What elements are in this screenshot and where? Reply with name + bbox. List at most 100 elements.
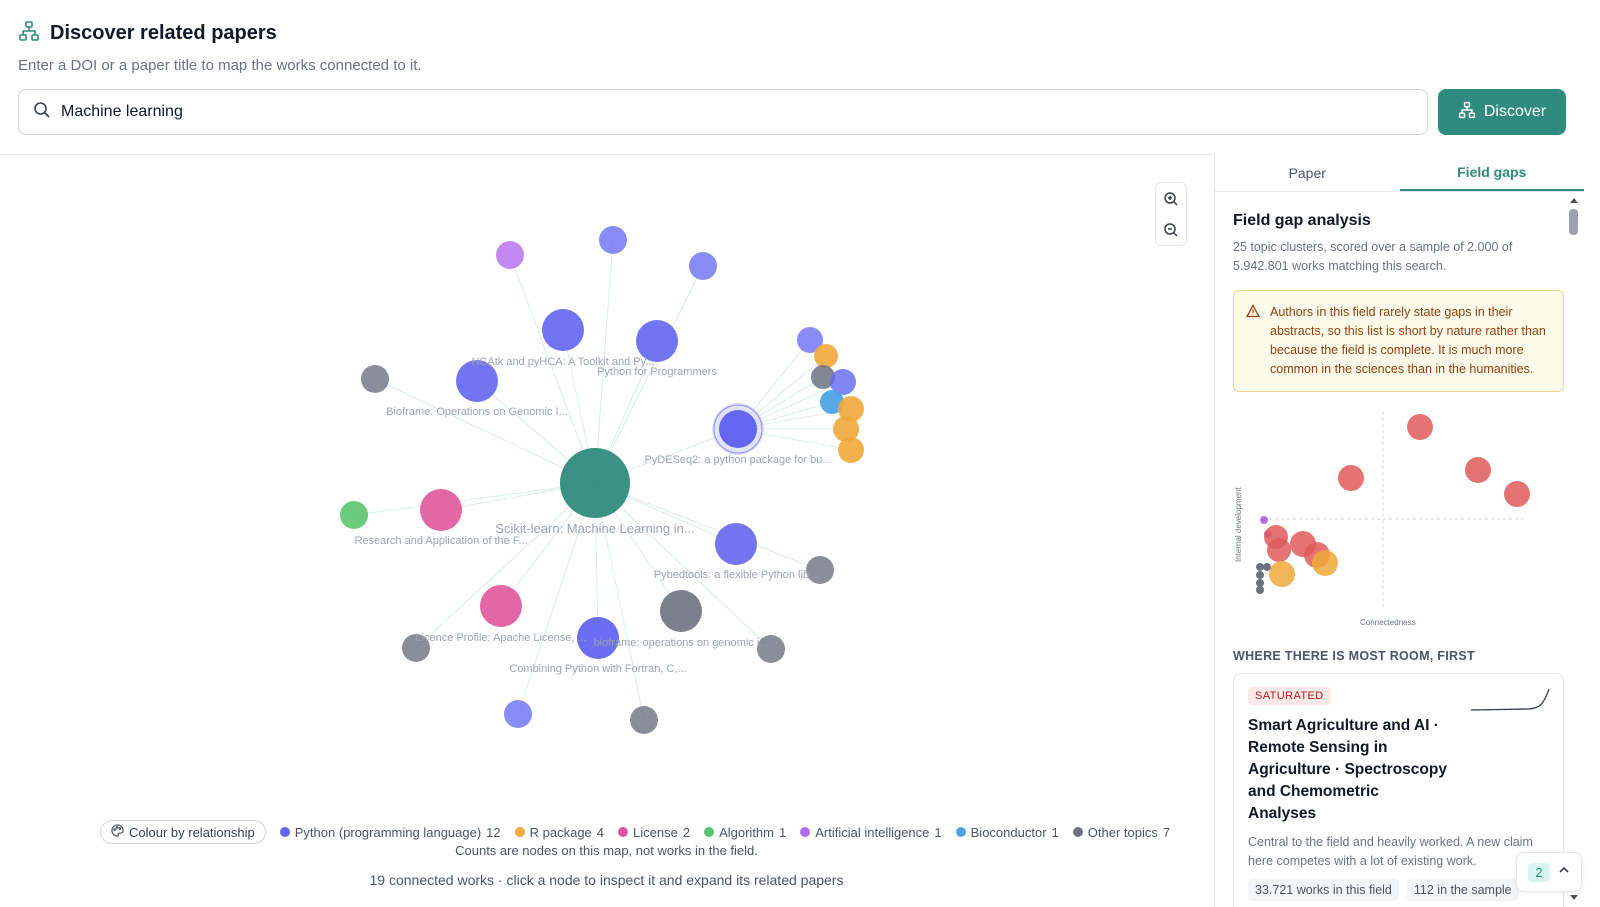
scatter-point[interactable] [1338, 465, 1364, 491]
graph-node[interactable] [542, 309, 584, 351]
status-badge: SATURATED [1248, 687, 1331, 705]
node-label: Research and Application of the F... [354, 535, 527, 547]
selected-node-ring [713, 404, 763, 454]
legend-item-license[interactable]: License 2 [618, 825, 690, 840]
discover-button[interactable]: Discover [1438, 89, 1566, 135]
tab-paper[interactable]: Paper [1288, 164, 1326, 181]
pager-count: 2 [1528, 862, 1550, 882]
scatter-point[interactable] [1267, 538, 1291, 562]
card-description: Central to the field and heavily worked.… [1248, 835, 1533, 868]
section-label: WHERE THERE IS MOST ROOM, FIRST [1233, 649, 1475, 663]
graph-node[interactable] [715, 523, 757, 565]
scatter-point[interactable] [1256, 586, 1264, 594]
legend-note: Counts are nodes on this map, not works … [455, 843, 758, 858]
legend-item-python[interactable]: Python (programming language) 12 [279, 825, 501, 840]
divider [0, 154, 1214, 155]
node-label: Pybedtools: a flexible Python lib... [654, 569, 818, 581]
zoom-in-button[interactable] [1156, 183, 1186, 214]
scatter-point[interactable] [1256, 563, 1264, 571]
graph-legend: Colour by relationship Python (programmi… [100, 820, 1170, 844]
scatter-point[interactable] [1407, 414, 1433, 440]
graph-node[interactable] [811, 365, 835, 389]
node-label: bioframe: operations on genomic i... [594, 637, 769, 649]
node-label: Python for Programmers [597, 366, 717, 378]
scatter-point[interactable] [1312, 550, 1338, 576]
scatter-point[interactable] [1256, 579, 1264, 587]
graph-node[interactable] [814, 344, 838, 368]
scatter-point[interactable] [1256, 571, 1264, 579]
card-pager[interactable]: 2 [1516, 852, 1582, 892]
node-label: PyDESeq2: a python package for bu... [644, 454, 831, 466]
legend-item-algorithm[interactable]: Algorithm 1 [704, 825, 786, 840]
scatter-point[interactable] [1260, 516, 1268, 524]
graph-node[interactable] [797, 327, 823, 353]
graph-node[interactable] [838, 437, 864, 463]
graph-node[interactable] [757, 635, 785, 663]
legend-item-bioconductor[interactable]: Bioconductor 1 [955, 825, 1059, 840]
search-input[interactable] [61, 103, 1361, 121]
side-panel-scrollbar[interactable] [1566, 195, 1582, 907]
graph-node[interactable] [636, 320, 678, 362]
node-label: Bioframe: Operations on Genomic I... [386, 406, 568, 418]
scatter-xlabel: Connectedness [1360, 618, 1416, 627]
scatter-point[interactable] [1269, 561, 1295, 587]
zoom-in-icon [1164, 191, 1178, 206]
page-header: Discover related papers Enter a DOI or a… [18, 20, 1570, 74]
trend-sparkline [1470, 688, 1550, 711]
warning-icon [1245, 304, 1261, 324]
scatter-point[interactable] [1465, 457, 1491, 483]
graph-node[interactable] [456, 360, 498, 402]
scatter-ylabel: Internal development [1234, 487, 1243, 562]
scatter-point[interactable] [1263, 563, 1271, 571]
card-title: Smart Agriculture and AI · Remote Sensin… [1248, 717, 1447, 822]
graph-node[interactable] [830, 369, 856, 395]
graph-node[interactable] [820, 390, 844, 414]
graph-node[interactable] [660, 590, 702, 632]
discover-button-label: Discover [1483, 103, 1547, 120]
graph-node-selected[interactable] [719, 410, 757, 448]
network-icon [18, 20, 40, 47]
field-gap-warning: Authors in this field rarely state gaps … [1233, 290, 1564, 392]
graph-node[interactable] [361, 365, 389, 393]
zoom-out-button[interactable] [1156, 214, 1186, 245]
node-label: HCAtk and pyHCA: A Toolkit and Py... [471, 356, 654, 368]
palette-icon [111, 824, 124, 840]
graph-node[interactable] [504, 700, 532, 728]
graph-node-center[interactable] [560, 448, 630, 518]
search-icon [33, 101, 51, 124]
page-subtitle: Enter a DOI or a paper title to map the … [18, 57, 422, 74]
search-bar: Discover [18, 89, 1582, 135]
graph-node[interactable] [630, 706, 658, 734]
side-tabs: Paper Field gaps [1215, 154, 1584, 192]
legend-item-other-topics[interactable]: Other topics 7 [1072, 825, 1170, 840]
graph-node[interactable] [689, 252, 717, 280]
legend-item-artificial-intelligence[interactable]: Artificial intelligence 1 [800, 825, 942, 840]
graph-node[interactable] [577, 617, 619, 659]
node-label: Licence Profile: Apache License, ... [415, 632, 586, 644]
graph-node[interactable] [402, 634, 430, 662]
field-gap-card[interactable]: SATURATED Smart Agriculture and AI · Rem… [1233, 673, 1564, 907]
network-icon [1458, 101, 1476, 124]
graph-node[interactable] [480, 585, 522, 627]
graph-node[interactable] [420, 489, 462, 531]
colour-by-relationship-button[interactable]: Colour by relationship [100, 820, 266, 844]
node-label: Combining Python with Fortran, C,... [509, 663, 686, 675]
field-gap-scatter[interactable]: Internal development Connectedness [1233, 412, 1553, 632]
graph-node[interactable] [496, 241, 524, 269]
graph-node[interactable] [838, 396, 864, 422]
graph-node[interactable] [599, 226, 627, 254]
page-title: Discover related papers [50, 22, 277, 44]
related-papers-graph[interactable]: HCAtk and pyHCA: A Toolkit and Py... Pyt… [0, 155, 1213, 907]
legend-item-r-package[interactable]: R package 4 [514, 825, 604, 840]
zoom-controls [1155, 182, 1187, 246]
chevron-up-icon[interactable] [1558, 863, 1570, 881]
side-panel: Paper Field gaps Field gap analysis 25 t… [1214, 154, 1584, 907]
tab-field-gaps[interactable]: Field gaps [1399, 154, 1584, 191]
graph-node[interactable] [833, 416, 859, 442]
search-box [18, 89, 1428, 135]
graph-node[interactable] [340, 501, 368, 529]
scatter-point[interactable] [1504, 481, 1530, 507]
graph-node[interactable] [806, 556, 834, 584]
node-label-center: Scikit-learn: Machine Learning in... [495, 521, 694, 536]
stat-chip: 33.721 works in this field [1248, 879, 1399, 901]
